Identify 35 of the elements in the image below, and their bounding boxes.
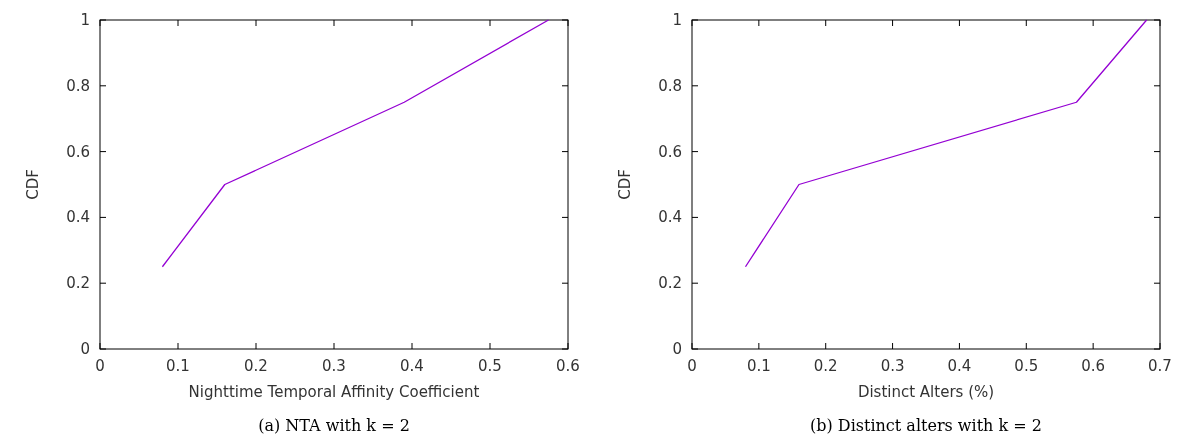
x-tick-label: 0 xyxy=(687,357,697,375)
y-tick-label: 1 xyxy=(672,11,682,29)
x-tick-label: 0.2 xyxy=(813,357,838,375)
y-tick-label: 0 xyxy=(80,340,90,358)
x-tick-label: 0.6 xyxy=(556,357,580,375)
y-axis-title: CDF xyxy=(616,169,634,200)
x-tick-label: 0.4 xyxy=(947,357,972,375)
line-series xyxy=(161,19,550,268)
text: (a) NTA with k = 2 xyxy=(258,416,410,435)
text: (b) Distinct alters with k = 2 xyxy=(810,416,1042,435)
y-tick-label: 0.4 xyxy=(66,208,90,227)
y-tick-label: 0.6 xyxy=(66,142,90,161)
y-tick-label: 0.4 xyxy=(658,208,682,227)
x-tick-label: 0.6 xyxy=(1081,357,1106,375)
x-tick-label: 0.5 xyxy=(1014,357,1039,375)
x-axis-title: Distinct Alters (%) xyxy=(857,383,995,401)
x-tick-label: 0.2 xyxy=(244,357,268,375)
y-tick-label: 0.2 xyxy=(658,274,682,293)
x-axis-title: Nighttime Temporal Affinity Coefficient xyxy=(188,383,480,401)
line-series xyxy=(744,19,1148,268)
y-tick-label: 0.8 xyxy=(658,76,682,95)
x-tick-label: 0.5 xyxy=(478,357,502,375)
x-tick-label: 0.1 xyxy=(746,357,771,375)
y-tick-label: 0.2 xyxy=(66,274,90,293)
y-tick-label: 1 xyxy=(80,11,90,29)
x-tick-label: 0.3 xyxy=(322,357,346,375)
x-tick-label: 0 xyxy=(95,357,105,375)
y-tick-label: 0.6 xyxy=(658,142,682,161)
y-tick-label: 0 xyxy=(672,340,682,358)
y-tick-label: 0.8 xyxy=(66,76,90,95)
x-tick-label: 0.4 xyxy=(400,357,424,375)
x-tick-label: 0.3 xyxy=(880,357,905,375)
x-tick-label: 0.1 xyxy=(166,357,190,375)
y-axis-title: CDF xyxy=(24,169,42,200)
x-tick-label: 0.7 xyxy=(1148,357,1172,375)
